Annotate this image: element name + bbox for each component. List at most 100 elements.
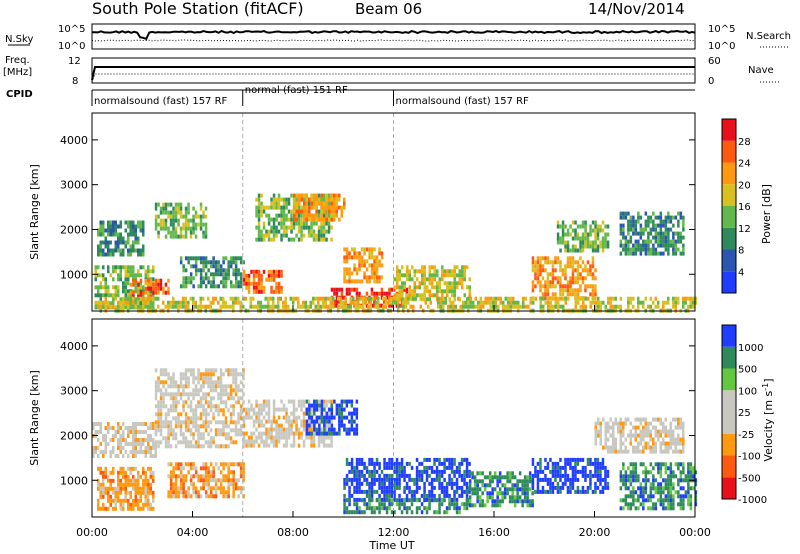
heatmap-cell: [654, 227, 658, 232]
heatmap-cell: [511, 475, 514, 480]
heatmap-cell: [295, 221, 298, 226]
heatmap-cell: [345, 461, 349, 466]
heatmap-cell: [313, 217, 316, 222]
heatmap-cell: [174, 474, 178, 479]
heatmap-cell: [544, 284, 547, 289]
heatmap-cell: [451, 285, 454, 290]
heatmap-cell: [343, 498, 346, 503]
heatmap-cell: [308, 197, 311, 202]
heatmap-cell: [157, 416, 160, 421]
heatmap-cell: [122, 248, 125, 253]
heatmap-cell: [192, 206, 195, 211]
heatmap-cell: [343, 506, 346, 511]
heatmap-cell: [260, 423, 263, 428]
heatmap-cell: [154, 446, 157, 450]
heatmap-cell: [363, 275, 366, 280]
heatmap-cell: [325, 209, 328, 214]
power-ylabel: Slant Range [km]: [28, 164, 41, 260]
heatmap-cell: [569, 457, 572, 462]
heatmap-cell: [564, 288, 567, 293]
heatmap-cell: [667, 429, 670, 434]
heatmap-cell: [257, 415, 261, 420]
heatmap-cell: [348, 267, 351, 272]
heatmap-cell: [204, 400, 208, 405]
heatmap-cell: [612, 449, 615, 454]
heatmap-cell: [554, 296, 557, 301]
heatmap-cell: [245, 431, 248, 436]
heatmap-cell: [187, 202, 190, 207]
heatmap-cell: [154, 420, 158, 425]
heatmap-cell: [122, 289, 125, 294]
heatmap-cell: [194, 300, 197, 305]
heatmap-cell: [257, 411, 261, 416]
heatmap-cell: [576, 268, 580, 273]
heatmap-cell: [624, 437, 627, 442]
heatmap-cell: [97, 498, 100, 503]
heatmap-cell: [375, 457, 379, 462]
heatmap-cell: [242, 474, 245, 479]
heatmap-cell: [330, 439, 333, 444]
heatmap-cell: [202, 280, 205, 285]
heatmap-cell: [581, 244, 585, 249]
heatmap-cell: [245, 407, 248, 412]
heatmap-cell: [420, 493, 424, 498]
heatmap-cell: [450, 485, 454, 490]
heatmap-cell: [395, 498, 399, 503]
heatmap-cell: [102, 454, 105, 458]
heatmap-cell: [549, 485, 552, 490]
heatmap-cell: [579, 272, 582, 277]
heatmap-cell: [242, 439, 246, 444]
heatmap-cell: [576, 260, 580, 265]
heatmap-cell: [152, 290, 155, 295]
heatmap-cell: [644, 417, 647, 422]
heatmap-cell: [260, 205, 263, 210]
heatmap-cell: [353, 469, 356, 474]
heatmap-cell: [249, 304, 252, 309]
heatmap-cell: [122, 265, 125, 270]
heatmap-cell: [207, 440, 210, 445]
heatmap-cell: [197, 494, 200, 499]
heatmap-cell: [360, 263, 364, 268]
heatmap-cell: [117, 265, 120, 270]
heatmap-cell: [373, 259, 376, 264]
heatmap-cell: [97, 285, 100, 290]
heatmap-cell: [551, 268, 555, 273]
heatmap-cell: [197, 214, 200, 219]
heatmap-cell: [237, 494, 240, 499]
heatmap-cell: [272, 193, 276, 198]
heatmap-cell: [619, 227, 623, 232]
heatmap-cell: [275, 431, 278, 436]
heatmap-cell: [402, 304, 405, 309]
heatmap-cell: [310, 427, 313, 432]
heatmap-cell: [157, 376, 160, 381]
heatmap-cell: [207, 444, 210, 449]
heatmap-cell: [622, 429, 625, 434]
heatmap-cell: [398, 498, 401, 503]
heatmap-cell: [255, 205, 258, 210]
heatmap-cell: [262, 407, 266, 412]
heatmap-cell: [355, 271, 359, 276]
heatmap-cell: [214, 408, 218, 413]
heatmap-cell: [576, 280, 580, 285]
heatmap-cell: [544, 300, 547, 305]
heatmap-cell: [217, 380, 220, 385]
heatmap-cell: [440, 485, 444, 490]
heatmap-cell: [403, 506, 406, 511]
heatmap-cell: [604, 437, 607, 442]
heatmap-cell: [139, 290, 143, 295]
heatmap-cell: [134, 490, 137, 495]
heatmap-cell: [357, 304, 360, 309]
heatmap-cell: [554, 300, 557, 305]
heatmap-cell: [122, 482, 125, 487]
heatmap-cell: [184, 392, 188, 397]
heatmap-cell: [177, 304, 180, 309]
heatmap-cell: [119, 232, 122, 237]
heatmap-cell: [614, 449, 617, 454]
heatmap-cell: [199, 280, 203, 285]
colorbar-swatch: [722, 140, 736, 163]
heatmap-cell: [184, 474, 188, 479]
heatmap-cell: [255, 225, 258, 230]
heatmap-cell: [473, 479, 477, 484]
heatmap-cell: [222, 304, 225, 309]
heatmap-cell: [295, 233, 298, 238]
